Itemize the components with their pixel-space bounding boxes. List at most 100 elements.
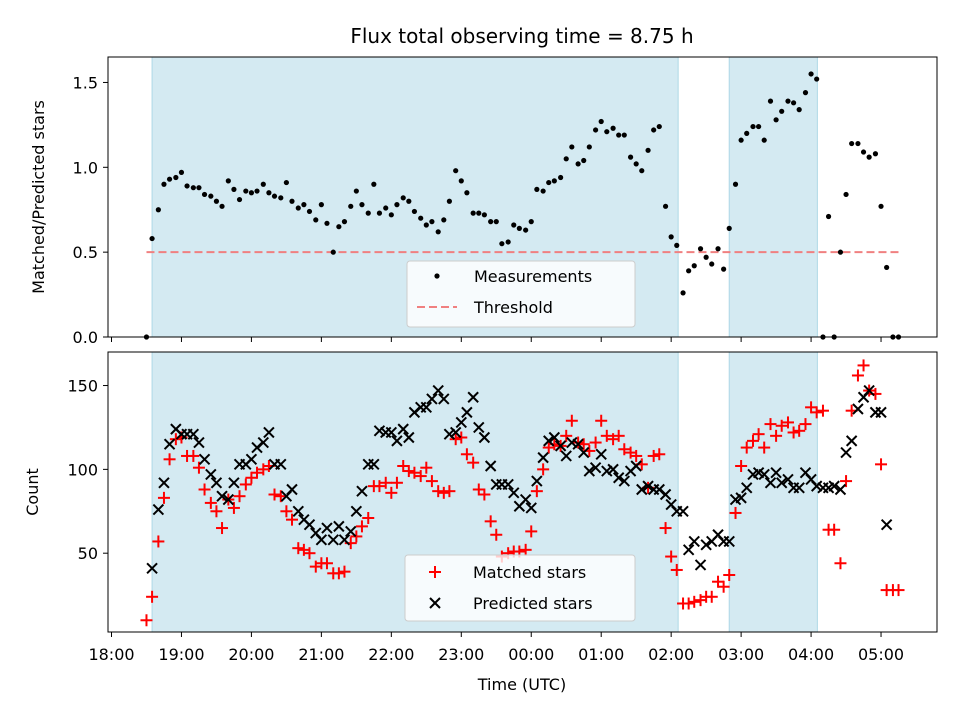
predicted-star-point	[263, 426, 275, 439]
measurement-point	[394, 202, 400, 208]
measurement-point	[423, 222, 429, 228]
matched-star-point	[682, 597, 695, 610]
measurement-point	[516, 225, 522, 231]
legend-marker-measurements	[434, 273, 440, 279]
measurement-point	[359, 202, 365, 208]
measurement-point	[796, 107, 802, 113]
legend-label-threshold: Threshold	[473, 298, 553, 317]
matched-star-point	[460, 448, 473, 461]
x-axis-label: Time (UTC)	[477, 675, 566, 694]
measurement-point	[464, 190, 470, 196]
top-y-tick-label: 1.5	[73, 73, 98, 92]
measurement-point	[330, 249, 336, 255]
observing-span-2	[728, 56, 818, 338]
measurement-point	[173, 174, 179, 181]
predicted-star-point	[735, 492, 747, 504]
measurement-point	[313, 217, 319, 223]
matched-star-point	[787, 426, 800, 439]
measurement-point	[306, 208, 313, 215]
predicted-star-point	[345, 525, 357, 538]
measurement-point	[703, 254, 709, 260]
predicted-star-point	[793, 482, 805, 494]
top-y-tick-label: 0.5	[73, 243, 98, 262]
x-tick-label: 21:00	[298, 645, 344, 664]
x-tick-label: 20:00	[228, 645, 274, 664]
predicted-star-point	[508, 487, 520, 499]
matched-star-point	[420, 461, 433, 474]
matched-star-point	[320, 557, 333, 570]
measurement-point	[190, 185, 196, 191]
measurement-point	[376, 210, 383, 216]
measurement-point	[266, 190, 272, 196]
matched-star-point	[425, 475, 438, 488]
predicted-star-point	[688, 535, 700, 548]
matched-star-point	[455, 431, 468, 444]
predicted-star-point	[554, 440, 567, 452]
predicted-star-point	[502, 478, 514, 491]
predicted-star-point	[163, 438, 176, 450]
bottom-legend: Matched stars Predicted stars	[404, 554, 636, 622]
predicted-star-point	[473, 421, 485, 434]
legend-marker-matched	[429, 566, 441, 578]
measurement-point	[656, 123, 662, 130]
predicted-star-point	[612, 472, 625, 484]
matched-star-point	[834, 557, 847, 570]
measurement-point	[691, 263, 697, 269]
measurement-point	[418, 215, 424, 221]
predicted-star-point	[397, 423, 409, 435]
measurement-point	[411, 208, 418, 215]
measurement-point	[406, 198, 412, 204]
predicted-star-point	[275, 458, 287, 471]
predicted-star-point	[303, 518, 316, 531]
matched-star-point	[630, 449, 643, 462]
measurement-point	[598, 118, 604, 125]
matched-star-point	[280, 505, 293, 518]
x-tick-label: 18:00	[88, 645, 134, 664]
matched-star-point	[408, 466, 421, 479]
predicted-star-point	[338, 534, 351, 546]
matched-star-point	[216, 522, 229, 535]
predicted-star-point	[694, 559, 707, 571]
measurement-point	[884, 264, 890, 271]
matched-star-point	[163, 453, 176, 466]
matched-star-point	[525, 525, 538, 538]
matched-star-point	[758, 441, 771, 454]
measurement-point	[843, 191, 849, 198]
matched-star-point	[414, 470, 427, 483]
measurement-point	[283, 179, 289, 186]
measurement-point	[860, 149, 867, 155]
matched-star-point	[530, 485, 543, 498]
measurement-point	[773, 117, 779, 123]
predicted-star-point	[682, 544, 695, 556]
measurement-point	[680, 290, 686, 296]
predicted-star-point	[770, 467, 782, 479]
predicted-star-point	[158, 477, 170, 489]
measurement-point	[493, 219, 499, 225]
predicted-star-point	[449, 426, 462, 439]
x-tick-label: 00:00	[508, 645, 554, 664]
matched-star-point	[478, 488, 491, 501]
top-legend-box	[406, 260, 636, 328]
predicted-star-point	[478, 431, 491, 444]
matched-star-point	[303, 547, 316, 560]
matched-star-point	[140, 614, 153, 627]
measurement-point	[155, 207, 161, 213]
measurement-point	[161, 181, 167, 187]
predicted-star-point	[543, 435, 555, 447]
measurement-point	[528, 219, 534, 225]
x-tick-label: 23:00	[438, 645, 484, 664]
measurement-point	[686, 268, 692, 274]
matched-star-point	[187, 449, 200, 462]
top-panel-frame	[107, 56, 938, 338]
matched-star-point	[210, 505, 223, 518]
measurement-point	[371, 181, 377, 187]
measurement-point	[581, 157, 587, 164]
predicted-star-point	[519, 493, 532, 506]
measurement-point	[709, 261, 715, 267]
matched-star-point	[805, 401, 818, 414]
matched-star-point	[437, 486, 450, 499]
measurement-point	[604, 129, 610, 135]
predicted-star-point	[146, 562, 158, 574]
matched-star-point	[857, 359, 870, 372]
measurement-point	[674, 242, 680, 248]
